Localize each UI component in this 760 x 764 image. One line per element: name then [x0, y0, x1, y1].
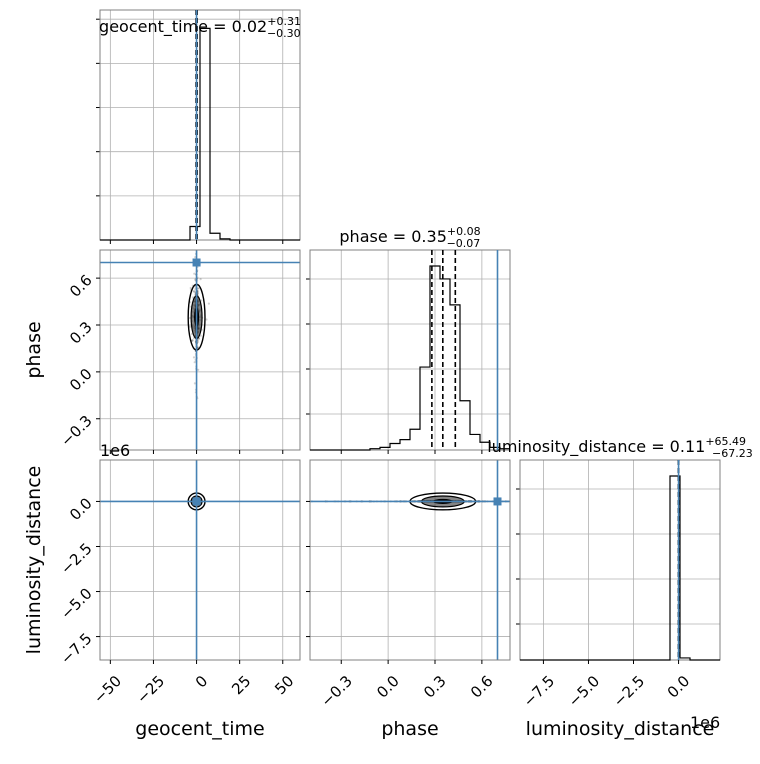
hist-geocent_time-frame — [99, 9, 301, 241]
hist-phase-frame — [309, 249, 511, 451]
scatter-geocent_time-phase-point-0 — [207, 302, 210, 305]
scatter-geocent_time-phase-point-98 — [197, 368, 200, 371]
title-luminosity_distance-main: luminosity_distance = 0.11 — [487, 437, 705, 457]
scatter-geocent_time-phase-ytick-label-3: 0.6 — [66, 271, 96, 301]
xlabel-phase: phase — [381, 718, 438, 740]
scatter-geocent_time-luminosity_distance-ytick-label-2: −2.5 — [57, 539, 95, 577]
title-phase-upper: +0.08 — [447, 225, 481, 238]
hist-luminosity_distance-xtick-label-0: −7.5 — [520, 672, 558, 710]
xlabel-geocent_time: geocent_time — [135, 718, 264, 740]
scatter-geocent_time-phase-frame — [99, 249, 301, 451]
xlabel-luminosity_distance: luminosity_distance — [526, 718, 715, 740]
title-geocent_time-main: geocent_time = 0.02 — [99, 17, 267, 37]
hist-luminosity_distance-xtick-label-3: 0.0 — [664, 672, 694, 702]
hist-luminosity_distance-xtick-label-2: −2.5 — [610, 672, 648, 710]
title-luminosity_distance: luminosity_distance = 0.11+65.49 −67.23 — [487, 435, 753, 460]
scatter-geocent_time-phase-ytick-label-2: 0.3 — [66, 318, 96, 348]
scatter-geocent_time-phase-point-505 — [199, 334, 202, 337]
title-geocent_time-upper: +0.31 — [267, 15, 301, 28]
scatter-geocent_time-phase-point-325 — [205, 318, 208, 321]
scatter-geocent_time-phase-bg — [100, 250, 300, 450]
title-phase: phase = 0.35+0.08 −0.07 — [339, 225, 480, 250]
hist-phase-bar-11 — [420, 367, 430, 450]
title-luminosity_distance-upper: +65.49 — [705, 435, 746, 448]
hist-geocent_time-bar-9 — [190, 226, 200, 240]
hist-phase-bar-9 — [400, 440, 410, 450]
scatter-geocent_time-phase-point-210 — [193, 382, 196, 385]
scatter-geocent_time-phase-point-345 — [189, 286, 192, 290]
title-geocent_time-lower: −0.30 — [267, 27, 301, 40]
hist-phase-bar-15 — [460, 401, 470, 450]
scatter-geocent_time-phase-point-340 — [193, 290, 196, 293]
scatter-geocent_time-phase-point-330 — [188, 316, 191, 320]
title-phase-lower: −0.07 — [447, 237, 481, 250]
scatter-geocent_time-phase-point-305 — [192, 290, 195, 293]
scatter-phase-luminosity_distance-xtick-label-1: 0.0 — [373, 672, 403, 702]
scatter-geocent_time-phase-point-525 — [191, 339, 194, 342]
scatter-geocent_time-luminosity_distance-xtick-label-0: −50 — [90, 672, 125, 707]
scatter-geocent_time-phase-truth-marker — [192, 258, 201, 267]
scatter-geocent_time-phase-point-585 — [189, 325, 192, 328]
scatter-geocent_time-phase-point-213 — [193, 361, 196, 364]
title-luminosity_distance-lower: −67.23 — [712, 447, 753, 460]
scatter-geocent_time-luminosity_distance-xtick-label-1: −25 — [133, 672, 168, 707]
scatter-geocent_time-phase-ytick-label-1: 0.0 — [66, 365, 96, 395]
scatter-phase-luminosity_distance-bg — [310, 460, 510, 660]
hist-phase-bar-7 — [380, 447, 390, 450]
scatter-geocent_time-phase-point-280 — [191, 339, 194, 342]
offset-label-y: 1e6 — [100, 441, 130, 460]
scatter-phase-luminosity_distance-frame — [309, 459, 511, 661]
hist-phase-bar-13 — [440, 279, 450, 450]
scatter-geocent_time-phase-point-29 — [194, 278, 197, 281]
ylabel-phase: phase — [23, 321, 45, 378]
scatter-geocent_time-luminosity_distance-xtick-label-2: 0 — [192, 672, 211, 691]
scatter-geocent_time-phase-point-105 — [192, 356, 196, 359]
hist-luminosity_distance-bg — [520, 460, 720, 660]
scatter-phase-luminosity_distance-xtick-label-0: −0.3 — [318, 672, 356, 710]
ylabel-luminosity_distance: luminosity_distance — [23, 466, 45, 655]
hist-luminosity_distance-xtick-label-1: −5.0 — [565, 672, 603, 710]
title-phase-main: phase = 0.35 — [339, 227, 446, 246]
hist-geocent_time-bar-11 — [210, 233, 220, 240]
scatter-geocent_time-phase-point-175 — [193, 272, 196, 275]
scatter-phase-luminosity_distance-truth-marker — [493, 497, 502, 506]
hist-phase-step — [310, 265, 510, 451]
hist-luminosity_distance-bar-16 — [680, 658, 690, 660]
scatter-geocent_time-phase-ytick-label-0: −0.3 — [57, 412, 95, 450]
scatter-geocent_time-luminosity_distance-truth-marker — [192, 497, 201, 506]
scatter-phase-luminosity_distance-xtick-label-3: 0.6 — [467, 672, 497, 702]
scatter-geocent_time-luminosity_distance-ytick-label-3: 0.0 — [66, 494, 96, 524]
hist-geocent_time-bar-12 — [220, 239, 230, 240]
hist-phase-bar-10 — [410, 429, 420, 450]
scatter-geocent_time-luminosity_distance-ytick-label-0: −7.5 — [57, 630, 95, 668]
hist-geocent_time-step — [100, 27, 300, 241]
scatter-geocent_time-luminosity_distance-xtick-label-3: 25 — [228, 672, 254, 698]
scatter-geocent_time-luminosity_distance-frame — [99, 459, 301, 661]
scatter-phase-luminosity_distance-xtick-label-2: 0.3 — [420, 672, 450, 702]
title-geocent_time: geocent_time = 0.02+0.31 −0.30 — [99, 15, 301, 40]
scatter-geocent_time-phase-point-70 — [199, 278, 202, 281]
hist-phase-bg — [310, 250, 510, 450]
offset-label-x: 1e6 — [690, 713, 720, 732]
hist-luminosity_distance-step — [520, 475, 720, 661]
hist-phase-bar-16 — [470, 434, 480, 450]
hist-phase-bar-6 — [370, 449, 380, 450]
scatter-geocent_time-luminosity_distance-ytick-label-1: −5.0 — [57, 584, 95, 622]
scatter-geocent_time-luminosity_distance-bg — [100, 460, 300, 660]
hist-phase-bar-8 — [390, 444, 400, 450]
hist-geocent_time-bar-10 — [200, 28, 210, 240]
scatter-geocent_time-luminosity_distance-xtick-label-4: 50 — [271, 672, 297, 698]
